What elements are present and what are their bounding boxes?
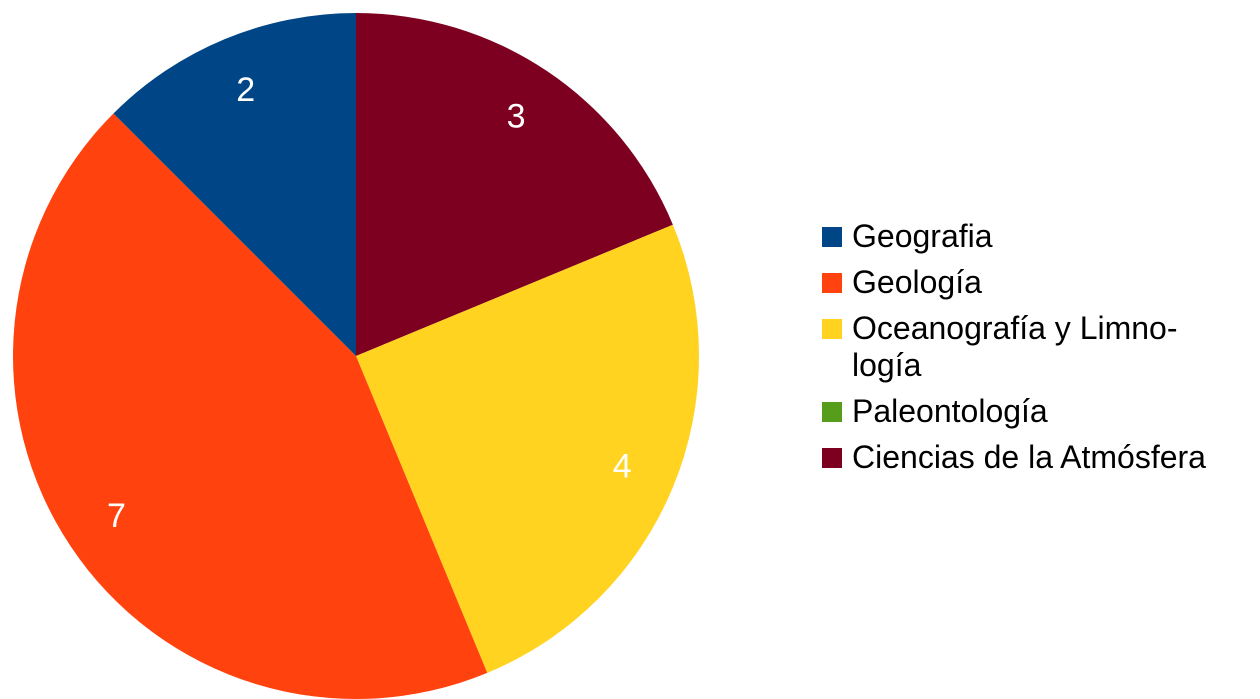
data-label: 7: [107, 497, 126, 535]
pie-data-labels: 3 4 7 2: [107, 71, 632, 535]
pie-slices: [13, 13, 699, 699]
data-label: 2: [236, 71, 255, 109]
legend-label: Ciencias de la Atmósfera: [852, 439, 1206, 475]
legend-label: Oceanografía y Limno- logía: [852, 310, 1178, 383]
legend-item-geologia: Geología: [822, 264, 1252, 301]
legend: Geografia Geología Oceanografía y Limno-…: [822, 218, 1252, 485]
legend-swatch: [822, 273, 842, 293]
legend-label: Geología: [852, 264, 982, 300]
pie-slice: [113, 13, 356, 356]
data-label: 3: [507, 97, 526, 135]
pie-slice: [356, 13, 673, 356]
legend-item-geografia: Geografia: [822, 218, 1252, 255]
legend-swatch: [822, 448, 842, 468]
legend-item-ciencias-atmosfera: Ciencias de la Atmósfera: [822, 439, 1252, 476]
pie-slice: [356, 224, 699, 673]
legend-label: Geografia: [852, 218, 993, 254]
legend-item-oceanografia: Oceanografía y Limno- logía: [822, 310, 1252, 384]
legend-swatch: [822, 319, 842, 339]
legend-swatch: [822, 402, 842, 422]
legend-label: Paleontología: [852, 393, 1048, 429]
legend-item-paleontologia: Paleontología: [822, 393, 1252, 430]
data-label: 4: [613, 447, 632, 485]
pie-slice: [13, 113, 488, 699]
legend-swatch: [822, 227, 842, 247]
